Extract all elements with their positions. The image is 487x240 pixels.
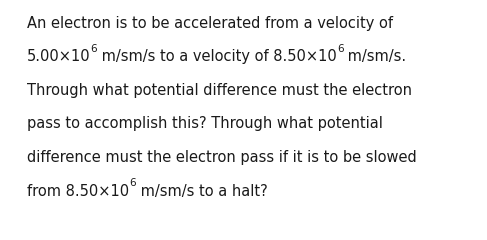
Text: 6: 6 [91, 44, 97, 54]
Text: m/sm/s.: m/sm/s. [343, 49, 407, 64]
Text: m/sm/s to a halt?: m/sm/s to a halt? [135, 184, 267, 199]
Text: 5.00×10: 5.00×10 [27, 49, 91, 64]
Text: m/sm/s to a velocity of 8.50×10: m/sm/s to a velocity of 8.50×10 [97, 49, 337, 64]
Text: Through what potential difference must the electron: Through what potential difference must t… [27, 83, 412, 98]
Text: difference must the electron pass if it is to be slowed: difference must the electron pass if it … [27, 150, 416, 165]
Text: 6: 6 [129, 179, 135, 188]
Text: 6: 6 [337, 44, 343, 54]
Text: pass to accomplish this? Through what potential: pass to accomplish this? Through what po… [27, 116, 383, 132]
Text: from 8.50×10: from 8.50×10 [27, 184, 129, 199]
Text: An electron is to be accelerated from a velocity of: An electron is to be accelerated from a … [27, 16, 393, 30]
